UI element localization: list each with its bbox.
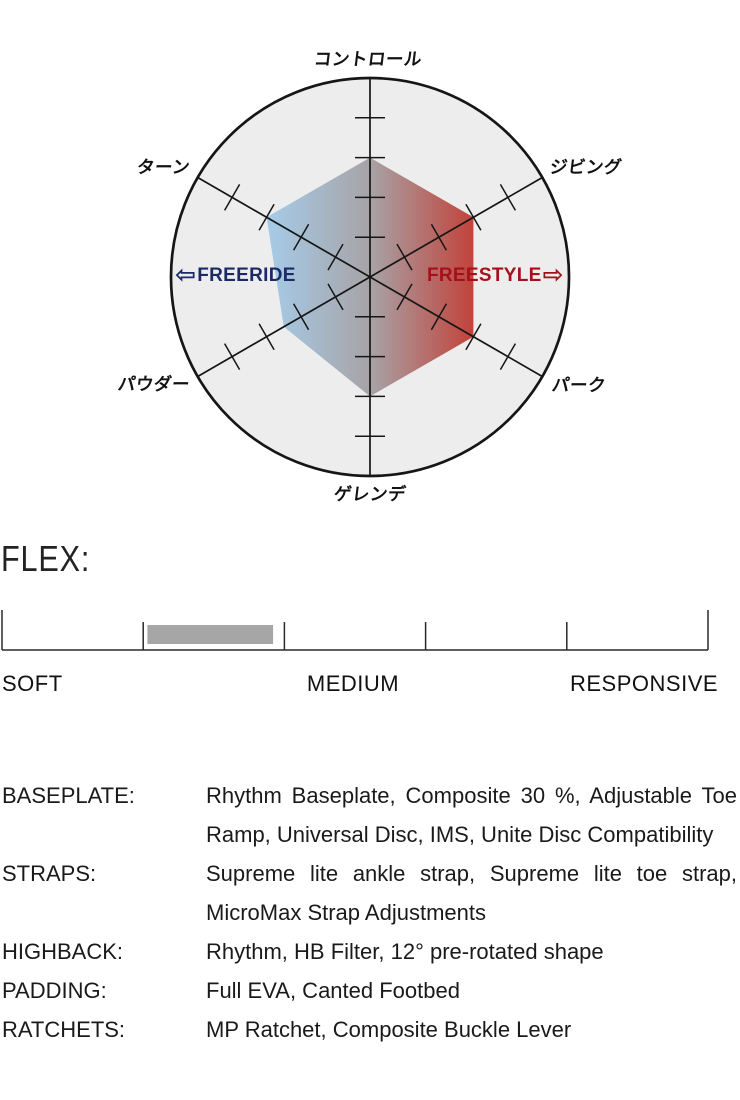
radar-tick <box>430 303 448 331</box>
radar-circle-outline <box>169 76 571 478</box>
axis-label-slope: ゲレンデ <box>332 484 408 504</box>
radar-tick <box>292 303 310 331</box>
radar-tick <box>499 184 517 211</box>
radar-tick <box>223 343 241 370</box>
radar-tick <box>223 184 241 211</box>
flex-scale <box>1 610 709 651</box>
flex-indicator-bar <box>147 625 274 644</box>
radar-tick <box>396 283 413 311</box>
radar-tick <box>465 203 482 231</box>
radar-tick <box>258 323 275 351</box>
freeride-text: FREERIDE <box>197 264 296 286</box>
radar-axis <box>369 276 543 378</box>
axis-label-park: パーク <box>550 375 608 395</box>
spec-value: Rhythm Baseplate, Composite 30 %, Adjust… <box>206 783 737 847</box>
radar-axis <box>197 276 371 378</box>
flex-title: FLEX: <box>1 538 91 579</box>
right-white-arrow-icon: ⇨ <box>542 260 564 289</box>
freestyle-label: FREESTYLE ⇨ <box>427 260 564 289</box>
spec-label: BASEPLATE: <box>2 783 135 808</box>
axis-label-control: コントロール <box>312 49 424 69</box>
axis-label-powder: パウダー <box>116 374 192 394</box>
spec-value: Full EVA, Canted Footbed <box>206 978 460 1003</box>
spec-label: HIGHBACK: <box>2 939 124 964</box>
ride-style-radar-section: コントロール ジビング ターン パーク パウダー ゲレンデ ⇦ FREERIDE… <box>0 0 740 530</box>
freestyle-text: FREESTYLE <box>427 264 542 286</box>
spec-value: Rhythm, HB Filter, 12° pre-rotated shape <box>206 939 604 964</box>
spec-label: RATCHETS: <box>2 1017 126 1042</box>
flex-label-responsive: RESPONSIVE <box>570 671 719 696</box>
axis-label-turn: ターン <box>135 157 192 177</box>
spec-value: Supreme lite ankle strap, Supreme lite t… <box>206 861 737 925</box>
radar-tick <box>292 223 310 251</box>
radar-tick <box>465 323 482 351</box>
radar-tick <box>396 243 413 271</box>
radar-axis <box>369 176 543 278</box>
flex-label-soft: SOFT <box>2 671 63 696</box>
radar-tick <box>258 203 275 231</box>
axis-label-jibbing: ジビング <box>548 157 624 177</box>
freeride-label: ⇦ FREERIDE <box>175 260 296 289</box>
radar-tick <box>430 223 448 251</box>
radar-tick <box>327 243 344 271</box>
specs-table: BASEPLATE: Rhythm Baseplate, Composite 3… <box>2 776 737 1049</box>
radar-tick <box>499 343 517 370</box>
flex-label-medium: MEDIUM <box>306 671 400 696</box>
spec-value: MP Ratchet, Composite Buckle Lever <box>206 1017 572 1042</box>
spec-label: STRAPS: <box>2 861 97 886</box>
spec-label: PADDING: <box>2 978 107 1003</box>
left-white-arrow-icon: ⇦ <box>175 260 197 289</box>
radar-tick <box>327 283 344 311</box>
radar-axis <box>197 176 371 278</box>
radar-chart <box>169 76 571 478</box>
